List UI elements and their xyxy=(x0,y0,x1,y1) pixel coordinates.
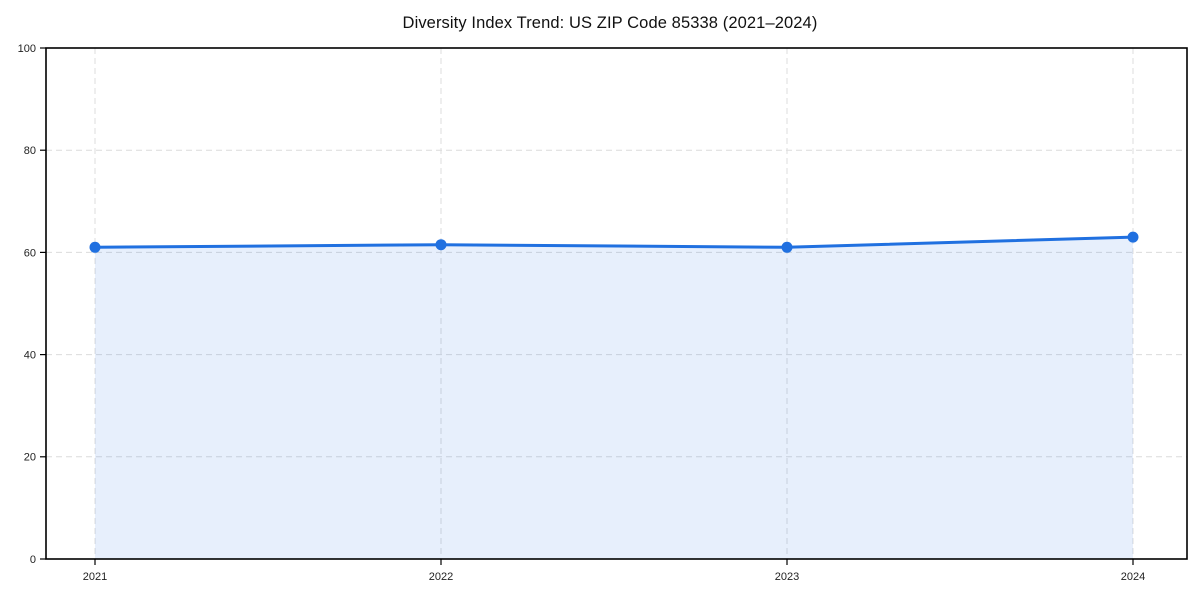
axis-tick-marks xyxy=(40,47,1134,565)
data-point-markers xyxy=(89,231,1139,253)
y-tick-label-100: 100 xyxy=(18,43,36,55)
data-point-2024 xyxy=(1127,231,1139,243)
chart-title: Diversity Index Trend: US ZIP Code 85338… xyxy=(402,14,818,32)
area-fill xyxy=(95,237,1133,559)
plot-border xyxy=(45,47,1188,560)
y-tick-label-40: 40 xyxy=(24,349,36,361)
x-tick-label-2022: 2022 xyxy=(429,571,453,583)
y-tick-label-20: 20 xyxy=(24,452,36,464)
y-axis-tick-labels: 0 20 40 60 80 100 xyxy=(18,43,36,566)
trend-line xyxy=(93,235,1135,249)
x-tick-label-2024: 2024 xyxy=(1121,571,1145,583)
data-point-2023 xyxy=(781,241,793,253)
y-tick-label-80: 80 xyxy=(24,145,36,157)
data-point-2022 xyxy=(435,239,447,251)
y-tick-label-0: 0 xyxy=(30,554,36,566)
y-tick-label-60: 60 xyxy=(24,247,36,259)
x-tick-label-2021: 2021 xyxy=(83,571,107,583)
x-tick-label-2023: 2023 xyxy=(775,571,799,583)
x-axis-tick-labels: 2021 2022 2023 2024 xyxy=(83,571,1145,583)
data-point-2021 xyxy=(89,241,101,253)
